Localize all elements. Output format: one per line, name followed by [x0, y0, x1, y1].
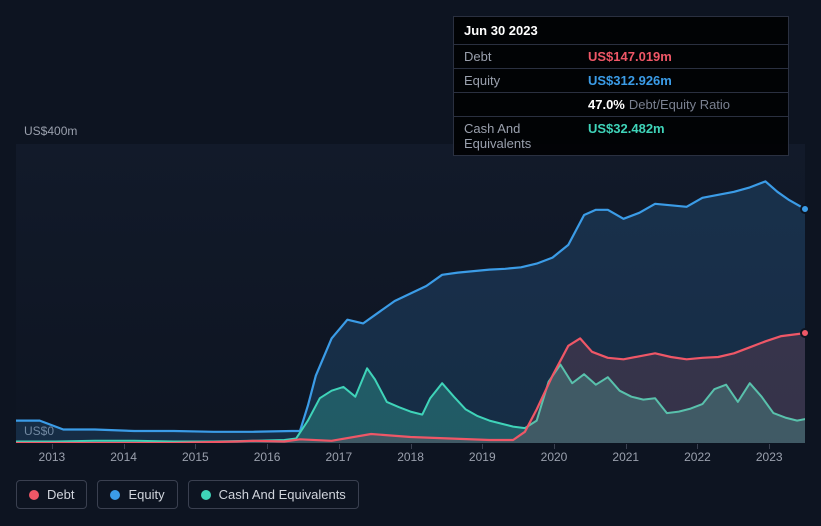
- tooltip-row: EquityUS$312.926m: [454, 69, 788, 93]
- legend-swatch: [110, 490, 120, 500]
- legend-item-cash-and-equivalents[interactable]: Cash And Equivalents: [188, 480, 359, 509]
- tooltip-value: US$32.482m: [588, 121, 778, 151]
- tooltip-value: 47.0%Debt/Equity Ratio: [588, 97, 778, 112]
- series-end-marker: [800, 328, 810, 338]
- x-axis: 2013201420152016201720182019202020212022…: [16, 444, 805, 468]
- tooltip-value: US$147.019m: [588, 49, 778, 64]
- x-tick: 2016: [231, 444, 303, 468]
- financial-chart: Jun 30 2023 DebtUS$147.019mEquityUS$312.…: [16, 0, 805, 444]
- chart-svg: [16, 144, 805, 443]
- x-tick: 2015: [159, 444, 231, 468]
- tooltip-date: Jun 30 2023: [454, 17, 788, 45]
- tooltip-value: US$312.926m: [588, 73, 778, 88]
- tooltip-row: Cash And EquivalentsUS$32.482m: [454, 117, 788, 155]
- legend: Debt Equity Cash And Equivalents: [16, 480, 359, 509]
- x-tick: 2023: [733, 444, 805, 468]
- x-tick: 2018: [375, 444, 447, 468]
- tooltip-label: Cash And Equivalents: [464, 121, 588, 151]
- y-tick-max: US$400m: [24, 124, 77, 138]
- series-end-marker: [800, 204, 810, 214]
- legend-item-equity[interactable]: Equity: [97, 480, 177, 509]
- legend-swatch: [29, 490, 39, 500]
- tooltip-label: Debt: [464, 49, 588, 64]
- x-tick: 2020: [518, 444, 590, 468]
- tooltip-label: [464, 97, 588, 112]
- tooltip-row: DebtUS$147.019m: [454, 45, 788, 69]
- x-tick: 2017: [303, 444, 375, 468]
- x-tick: 2022: [662, 444, 734, 468]
- legend-swatch: [201, 490, 211, 500]
- tooltip-row: 47.0%Debt/Equity Ratio: [454, 93, 788, 117]
- legend-label: Debt: [47, 487, 74, 502]
- plot-area: [16, 144, 805, 443]
- chart-tooltip: Jun 30 2023 DebtUS$147.019mEquityUS$312.…: [453, 16, 789, 156]
- x-tick: 2019: [446, 444, 518, 468]
- legend-label: Equity: [128, 487, 164, 502]
- tooltip-label: Equity: [464, 73, 588, 88]
- x-tick: 2014: [88, 444, 160, 468]
- legend-label: Cash And Equivalents: [219, 487, 346, 502]
- legend-item-debt[interactable]: Debt: [16, 480, 87, 509]
- x-tick: 2013: [16, 444, 88, 468]
- x-tick: 2021: [590, 444, 662, 468]
